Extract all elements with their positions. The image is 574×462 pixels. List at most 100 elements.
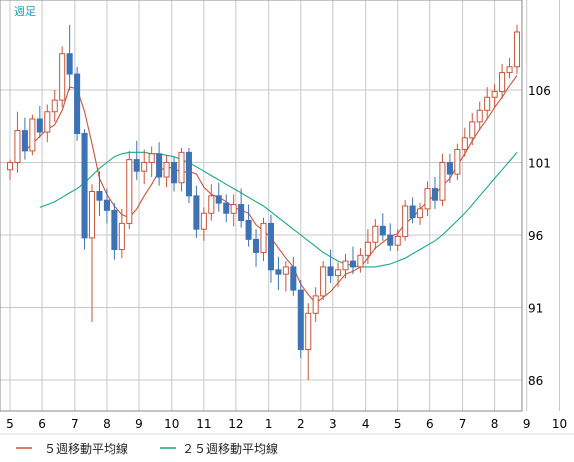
plot-frame [0, 0, 523, 412]
candle-body-up [476, 109, 483, 123]
candle [51, 90, 58, 122]
candle-body-up [461, 137, 468, 150]
candle-body-up [305, 312, 312, 351]
candle-body-down [349, 260, 357, 268]
candle-body-up [506, 66, 513, 74]
candle [81, 129, 88, 250]
candle-body-up [513, 31, 521, 68]
candle [297, 279, 304, 359]
candle-body-up [59, 53, 66, 101]
candle-body-down [387, 234, 394, 246]
candle [469, 113, 476, 146]
candle [446, 153, 453, 183]
y-axis-ticks: 86 91 96 101 106 [528, 84, 551, 388]
candle [335, 262, 342, 288]
candle [148, 146, 155, 177]
candle-body-down [193, 195, 200, 230]
candle [185, 148, 192, 204]
legend: ５週移動平均線 ２５週移動平均線 [16, 441, 278, 456]
candle-body-up [320, 266, 327, 297]
candle [103, 188, 110, 224]
candle [364, 229, 371, 264]
candle [111, 203, 118, 260]
y-tick-label: 106 [528, 84, 551, 98]
candle-body-up [208, 195, 215, 214]
candle [126, 150, 133, 230]
x-tick-label: 3 [329, 417, 337, 431]
candle-body-up [6, 162, 14, 171]
x-tick-label: 11 [196, 417, 211, 431]
candle [156, 142, 163, 186]
candle [417, 203, 424, 225]
candle [193, 185, 200, 238]
x-tick-label: 9 [135, 417, 143, 431]
candle-body-up [335, 269, 342, 277]
candle [424, 181, 431, 217]
candle [387, 223, 394, 251]
candle [327, 249, 334, 283]
candle [118, 208, 125, 259]
y-tick-label: 101 [528, 157, 551, 171]
candle-body-down [185, 151, 192, 197]
candle-body-up [51, 99, 58, 113]
candle-body-up [163, 162, 170, 178]
candle [394, 229, 401, 251]
candle-body-up [439, 162, 446, 201]
candle-body-up [424, 188, 431, 210]
candle [163, 155, 170, 188]
candle [260, 217, 267, 262]
candle-body-up [469, 121, 476, 139]
x-tick-label: 6 [426, 417, 434, 431]
candle [133, 140, 140, 180]
candle [439, 153, 446, 206]
candle-body-down [170, 162, 178, 184]
candle [14, 111, 21, 173]
x-tick-label: 5 [6, 417, 14, 431]
candle-body-up [364, 241, 371, 256]
candle-body-up [29, 118, 36, 152]
candle-body-up [312, 295, 319, 314]
candle-body-down [267, 222, 274, 271]
candle-body-up [454, 148, 461, 175]
candle-body-up [88, 191, 96, 239]
y-tick-label: 91 [528, 302, 543, 316]
x-tick-label: 5 [394, 417, 402, 431]
ma25-layer [39, 151, 518, 268]
x-tick-label: 9 [523, 417, 531, 431]
candle-body-down [446, 162, 453, 175]
candle [506, 58, 513, 79]
candle [238, 188, 245, 228]
candle [320, 261, 327, 301]
candle-body-down [245, 220, 252, 240]
candle-body-up [357, 254, 364, 268]
candle-body-up [141, 162, 148, 172]
x-tick-label: 8 [491, 417, 499, 431]
x-tick-label: 7 [71, 417, 79, 431]
candle [275, 256, 282, 291]
candle-body-up [118, 222, 125, 250]
period-label: 週足 [14, 5, 36, 18]
x-tick-label: 2 [297, 417, 305, 431]
candle-body-up [484, 96, 491, 111]
candle [66, 24, 73, 90]
legend-label-ma5: ５週移動平均線 [44, 441, 128, 456]
candle-body-down [327, 266, 334, 277]
y-tick-label: 86 [528, 374, 543, 388]
candle-body-up [417, 208, 424, 219]
candle-body-up [200, 212, 207, 230]
candle-body-down [297, 289, 304, 351]
candle-body-down [156, 153, 163, 178]
candle [342, 253, 349, 279]
candle-body-up [282, 266, 289, 275]
candle-body-down [103, 199, 110, 211]
candle-body-down [133, 159, 140, 172]
candle-body-up [148, 153, 155, 164]
candle [267, 214, 274, 283]
candle-body-up [178, 151, 185, 184]
candle-body-down [66, 53, 73, 75]
candle-body-down [379, 225, 386, 236]
candle [200, 207, 207, 241]
candle-body-up [402, 205, 409, 237]
candle-body-down [253, 238, 260, 253]
candle [484, 87, 491, 119]
